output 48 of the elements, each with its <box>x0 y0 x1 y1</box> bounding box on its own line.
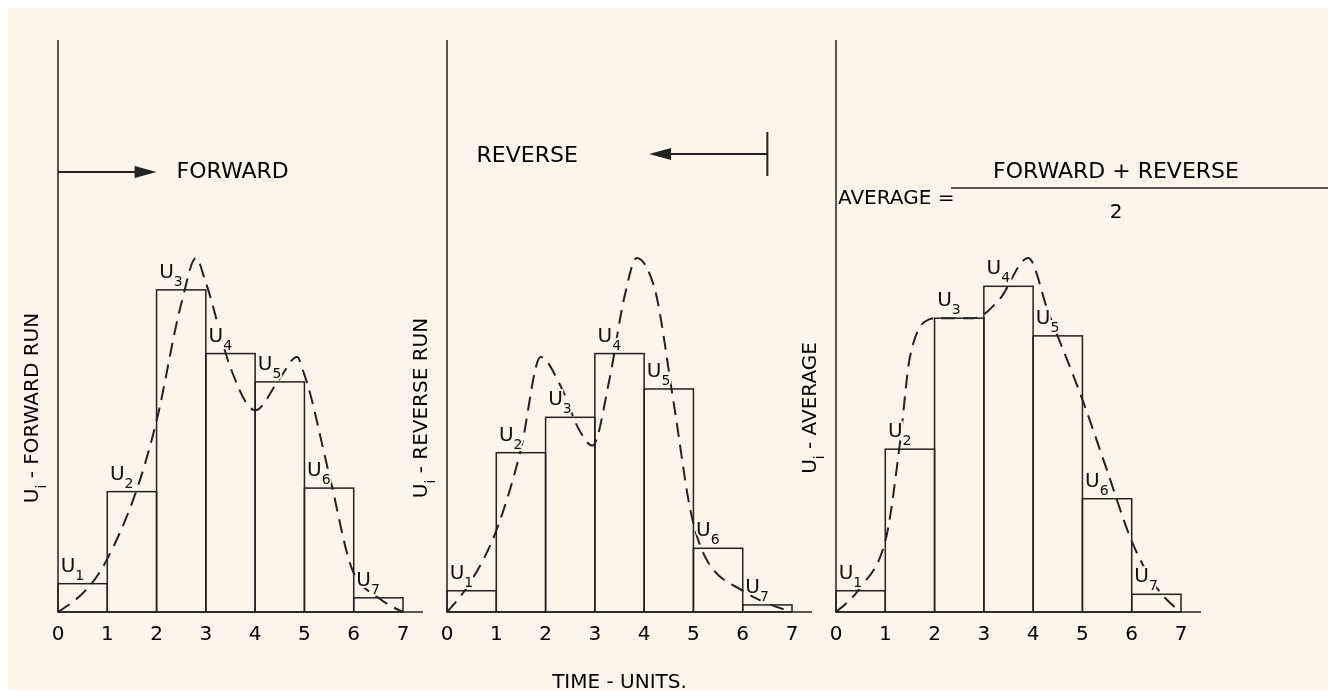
x-axis-title: TIME - UNITS. <box>551 669 687 693</box>
text: 2 <box>1109 199 1123 223</box>
text: AVERAGE = <box>838 185 955 209</box>
x-tick-label: 0 <box>829 621 843 645</box>
x-tick-label: 0 <box>51 621 65 645</box>
annotation: U$_{7}$ <box>745 573 769 604</box>
x-tick-label: 5 <box>298 621 311 645</box>
annotation: U$_{3}$ <box>159 258 183 289</box>
annotation: U$_{6}$ <box>696 517 720 548</box>
x-tick-label: 2 <box>150 621 163 645</box>
x-tick-label: 3 <box>977 621 991 645</box>
x-tick-label: 2 <box>928 621 941 645</box>
annotation: U$_{5}$ <box>646 357 671 388</box>
annotation: U$_{5}$ <box>1035 304 1060 335</box>
x-tick-label: 1 <box>489 621 503 645</box>
text: REVERSE <box>476 142 578 167</box>
x-tick-label: 6 <box>347 621 361 645</box>
x-tick-label: 4 <box>248 621 262 645</box>
annotation: U$_{3}$ <box>937 287 961 318</box>
annotation: U$_{4}$ <box>986 255 1011 286</box>
annotation: U$_{1}$ <box>838 559 863 590</box>
annotation: U$_{1}$ <box>60 552 85 583</box>
annotation: U$_{1}$ <box>449 559 474 590</box>
annotation: U$_{5}$ <box>257 350 282 381</box>
text: FORWARD <box>176 158 289 183</box>
x-tick-label: 4 <box>1026 621 1040 645</box>
annotation: U$_{2}$ <box>498 421 523 452</box>
x-tick-label: 5 <box>1076 621 1089 645</box>
x-tick-label: 6 <box>1125 621 1139 645</box>
x-tick-label: 1 <box>100 621 114 645</box>
x-tick-label: 7 <box>396 621 410 645</box>
x-tick-label: 2 <box>539 621 552 645</box>
x-tick-label: 6 <box>736 621 750 645</box>
annotation: U$_{6}$ <box>1085 467 1109 498</box>
x-tick-label: 1 <box>878 621 892 645</box>
annotation: U$_{6}$ <box>307 457 331 488</box>
x-tick-label: 5 <box>687 621 700 645</box>
annotation: U$_{2}$ <box>109 460 134 491</box>
annotation: U$_{4}$ <box>597 322 622 353</box>
x-tick-label: 0 <box>440 621 454 645</box>
x-tick-label: 3 <box>588 621 602 645</box>
annotation: U$_{7}$ <box>356 566 380 597</box>
x-tick-label: 7 <box>785 621 799 645</box>
x-tick-label: 3 <box>199 621 213 645</box>
x-tick-label: 4 <box>637 621 651 645</box>
annotation: U$_{2}$ <box>887 418 912 449</box>
x-tick-label: 7 <box>1174 621 1188 645</box>
text: FORWARD + REVERSE <box>993 158 1239 183</box>
